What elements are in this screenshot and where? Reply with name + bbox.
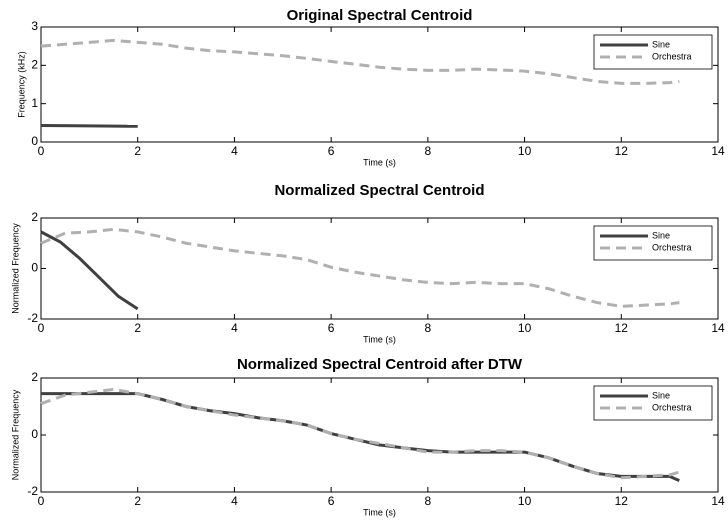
- x-axis-label: Time (s): [363, 157, 396, 167]
- series-line: [41, 392, 680, 482]
- x-tick-label: 2: [134, 494, 141, 508]
- x-tick-label: 4: [231, 494, 238, 508]
- y-axis-label: Frequency (kHz): [16, 51, 26, 118]
- series-line: [40, 230, 139, 311]
- y-tick-label: 2: [31, 210, 38, 224]
- chart-title: Normalized Spectral Centroid: [274, 182, 484, 199]
- y-tick-label: 0: [31, 427, 38, 441]
- y-tick-label: 2: [31, 58, 38, 72]
- y-tick-label: 1: [31, 96, 38, 110]
- x-tick-label: 2: [134, 321, 141, 335]
- legend-box: [593, 34, 713, 70]
- x-tick-label: 2: [134, 144, 141, 158]
- legend-label: Orchestra: [652, 51, 692, 61]
- x-axis-label: Time (s): [363, 334, 396, 344]
- series-line: [40, 124, 138, 128]
- x-axis-label: Time (s): [363, 507, 396, 517]
- legend-label: Sine: [652, 230, 670, 240]
- y-axis-label: Normalized Frequency: [10, 223, 20, 314]
- chart-title: Original Spectral Centroid: [287, 7, 473, 24]
- x-tick-label: 6: [328, 321, 335, 335]
- y-axis-label: Normalized Frequency: [10, 389, 20, 480]
- x-tick-label: 4: [231, 144, 238, 158]
- x-tick-label: 6: [328, 494, 335, 508]
- legend-label: Sine: [652, 39, 670, 49]
- legend-label: Sine: [652, 390, 670, 400]
- y-tick-label: 2: [31, 370, 38, 384]
- x-tick-label: 8: [425, 321, 432, 335]
- legend-box: [593, 225, 713, 261]
- x-tick-label: 12: [615, 144, 629, 158]
- y-tick-label: 0: [31, 261, 38, 275]
- x-tick-label: 12: [615, 494, 629, 508]
- series-line: [40, 38, 680, 85]
- x-tick-label: 10: [518, 144, 532, 158]
- x-tick-label: 14: [711, 494, 725, 508]
- x-tick-label: 10: [518, 321, 532, 335]
- legend-label: Orchestra: [652, 242, 692, 252]
- x-tick-label: 0: [38, 144, 45, 158]
- y-tick-label: -2: [27, 484, 38, 498]
- x-tick-label: 6: [328, 144, 335, 158]
- x-tick-label: 0: [38, 494, 45, 508]
- x-tick-label: 10: [518, 494, 532, 508]
- y-tick-label: 3: [31, 19, 38, 33]
- y-tick-label: -2: [27, 311, 38, 325]
- legend-box: [593, 385, 713, 421]
- x-tick-label: 14: [711, 144, 725, 158]
- x-tick-label: 8: [425, 144, 432, 158]
- x-tick-label: 4: [231, 321, 238, 335]
- x-tick-label: 0: [38, 321, 45, 335]
- chart-title: Normalized Spectral Centroid after DTW: [237, 356, 523, 373]
- series-line: [40, 227, 680, 308]
- x-tick-label: 8: [425, 494, 432, 508]
- legend-label: Orchestra: [652, 402, 692, 412]
- x-tick-label: 12: [615, 321, 629, 335]
- x-tick-label: 14: [711, 321, 725, 335]
- y-tick-label: 0: [31, 134, 38, 148]
